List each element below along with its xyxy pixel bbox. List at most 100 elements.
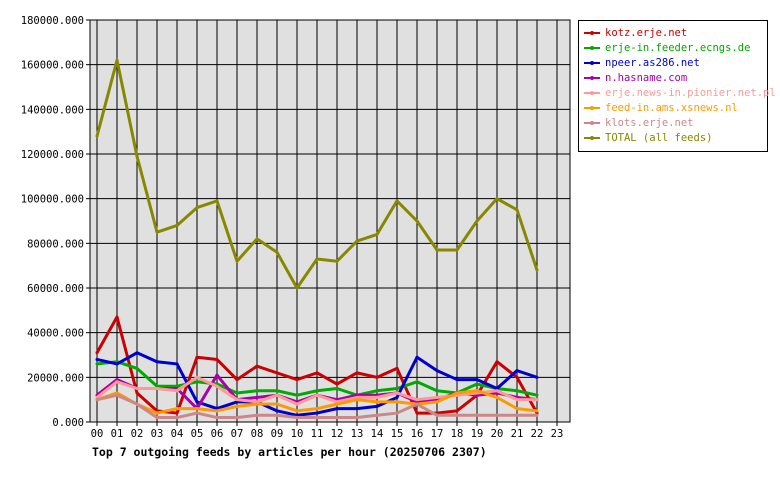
data-point	[235, 259, 239, 263]
data-point	[355, 398, 359, 402]
data-point	[315, 393, 319, 397]
x-tick-label: 03	[151, 428, 164, 440]
x-tick-label: 23	[551, 428, 564, 440]
data-point	[415, 402, 419, 406]
data-point	[215, 384, 219, 388]
x-tick-label: 20	[491, 428, 504, 440]
data-point	[515, 398, 519, 402]
data-point	[155, 416, 159, 420]
data-point	[495, 413, 499, 417]
data-point	[375, 400, 379, 404]
x-tick-label: 16	[411, 428, 424, 440]
x-tick-label: 19	[471, 428, 484, 440]
data-point	[255, 389, 259, 393]
data-point	[395, 395, 399, 399]
x-tick-label: 21	[511, 428, 524, 440]
x-tick-label: 17	[431, 428, 444, 440]
legend-swatch	[583, 28, 601, 38]
data-point	[95, 134, 99, 138]
legend-item: npeer.as286.net	[583, 55, 767, 70]
data-point	[235, 416, 239, 420]
data-point	[115, 391, 119, 395]
data-point	[275, 250, 279, 254]
data-point	[195, 400, 199, 404]
data-point	[395, 391, 399, 395]
data-point	[255, 402, 259, 406]
data-point	[255, 364, 259, 368]
data-point	[535, 413, 539, 417]
data-point	[315, 407, 319, 411]
data-point	[495, 197, 499, 201]
data-point	[495, 395, 499, 399]
legend-item: TOTAL (all feeds)	[583, 130, 767, 145]
data-point	[175, 389, 179, 393]
data-point	[255, 237, 259, 241]
x-tick-label: 08	[251, 428, 264, 440]
data-point	[495, 387, 499, 390]
legend-item: erje.news-in.pionier.net.pl	[583, 85, 776, 100]
data-point	[435, 369, 439, 373]
y-tick-label: 20000.000	[27, 372, 84, 384]
data-point	[315, 411, 319, 415]
y-tick-label: 0.000	[52, 417, 84, 429]
data-point	[375, 395, 379, 399]
data-point	[515, 369, 519, 373]
y-tick-label: 160000.000	[21, 60, 84, 72]
data-point	[115, 380, 119, 384]
data-point	[95, 351, 99, 355]
data-point	[515, 407, 519, 411]
data-point	[175, 407, 179, 411]
data-point	[435, 389, 439, 393]
data-point	[115, 315, 119, 319]
data-point	[535, 393, 539, 397]
legend-swatch	[583, 73, 601, 83]
data-point	[335, 387, 339, 390]
data-point	[195, 411, 199, 415]
legend-label: erje-in.feeder.ecngs.de	[605, 41, 751, 54]
data-point	[195, 355, 199, 359]
data-point	[455, 409, 459, 413]
x-tick-label: 11	[311, 428, 324, 440]
data-point	[435, 395, 439, 399]
x-tick-label: 00	[91, 428, 104, 440]
data-point	[455, 378, 459, 382]
data-point	[275, 409, 279, 413]
data-point	[435, 413, 439, 417]
data-point	[355, 395, 359, 399]
data-point	[355, 407, 359, 411]
data-point	[375, 404, 379, 408]
data-point	[315, 371, 319, 375]
data-point	[375, 389, 379, 393]
data-point	[175, 223, 179, 227]
legend-item: feed-in.ams.xsnews.nl	[583, 100, 767, 115]
data-point	[335, 416, 339, 420]
data-point	[415, 355, 419, 359]
data-point	[315, 257, 319, 261]
x-tick-label: 15	[391, 428, 404, 440]
data-point	[355, 239, 359, 243]
data-point	[455, 413, 459, 417]
data-point	[415, 380, 419, 384]
data-point	[315, 416, 319, 420]
data-point	[355, 416, 359, 420]
y-tick-label: 140000.000	[21, 104, 84, 116]
x-tick-label: 02	[131, 428, 144, 440]
x-tick-label: 09	[271, 428, 284, 440]
data-point	[155, 411, 159, 415]
data-point	[475, 382, 479, 386]
data-point	[495, 360, 499, 364]
x-tick-label: 12	[331, 428, 344, 440]
data-point	[215, 409, 219, 413]
data-point	[375, 232, 379, 236]
legend-label: npeer.as286.net	[605, 56, 700, 69]
data-point	[215, 199, 219, 203]
data-point	[395, 199, 399, 203]
data-point	[115, 58, 119, 62]
data-point	[435, 248, 439, 252]
data-point	[215, 357, 219, 361]
legend-item: n.hasname.com	[583, 70, 767, 85]
legend-label: kotz.erje.net	[605, 26, 688, 39]
legend-item: klots.erje.net	[583, 115, 767, 130]
data-point	[295, 402, 299, 406]
